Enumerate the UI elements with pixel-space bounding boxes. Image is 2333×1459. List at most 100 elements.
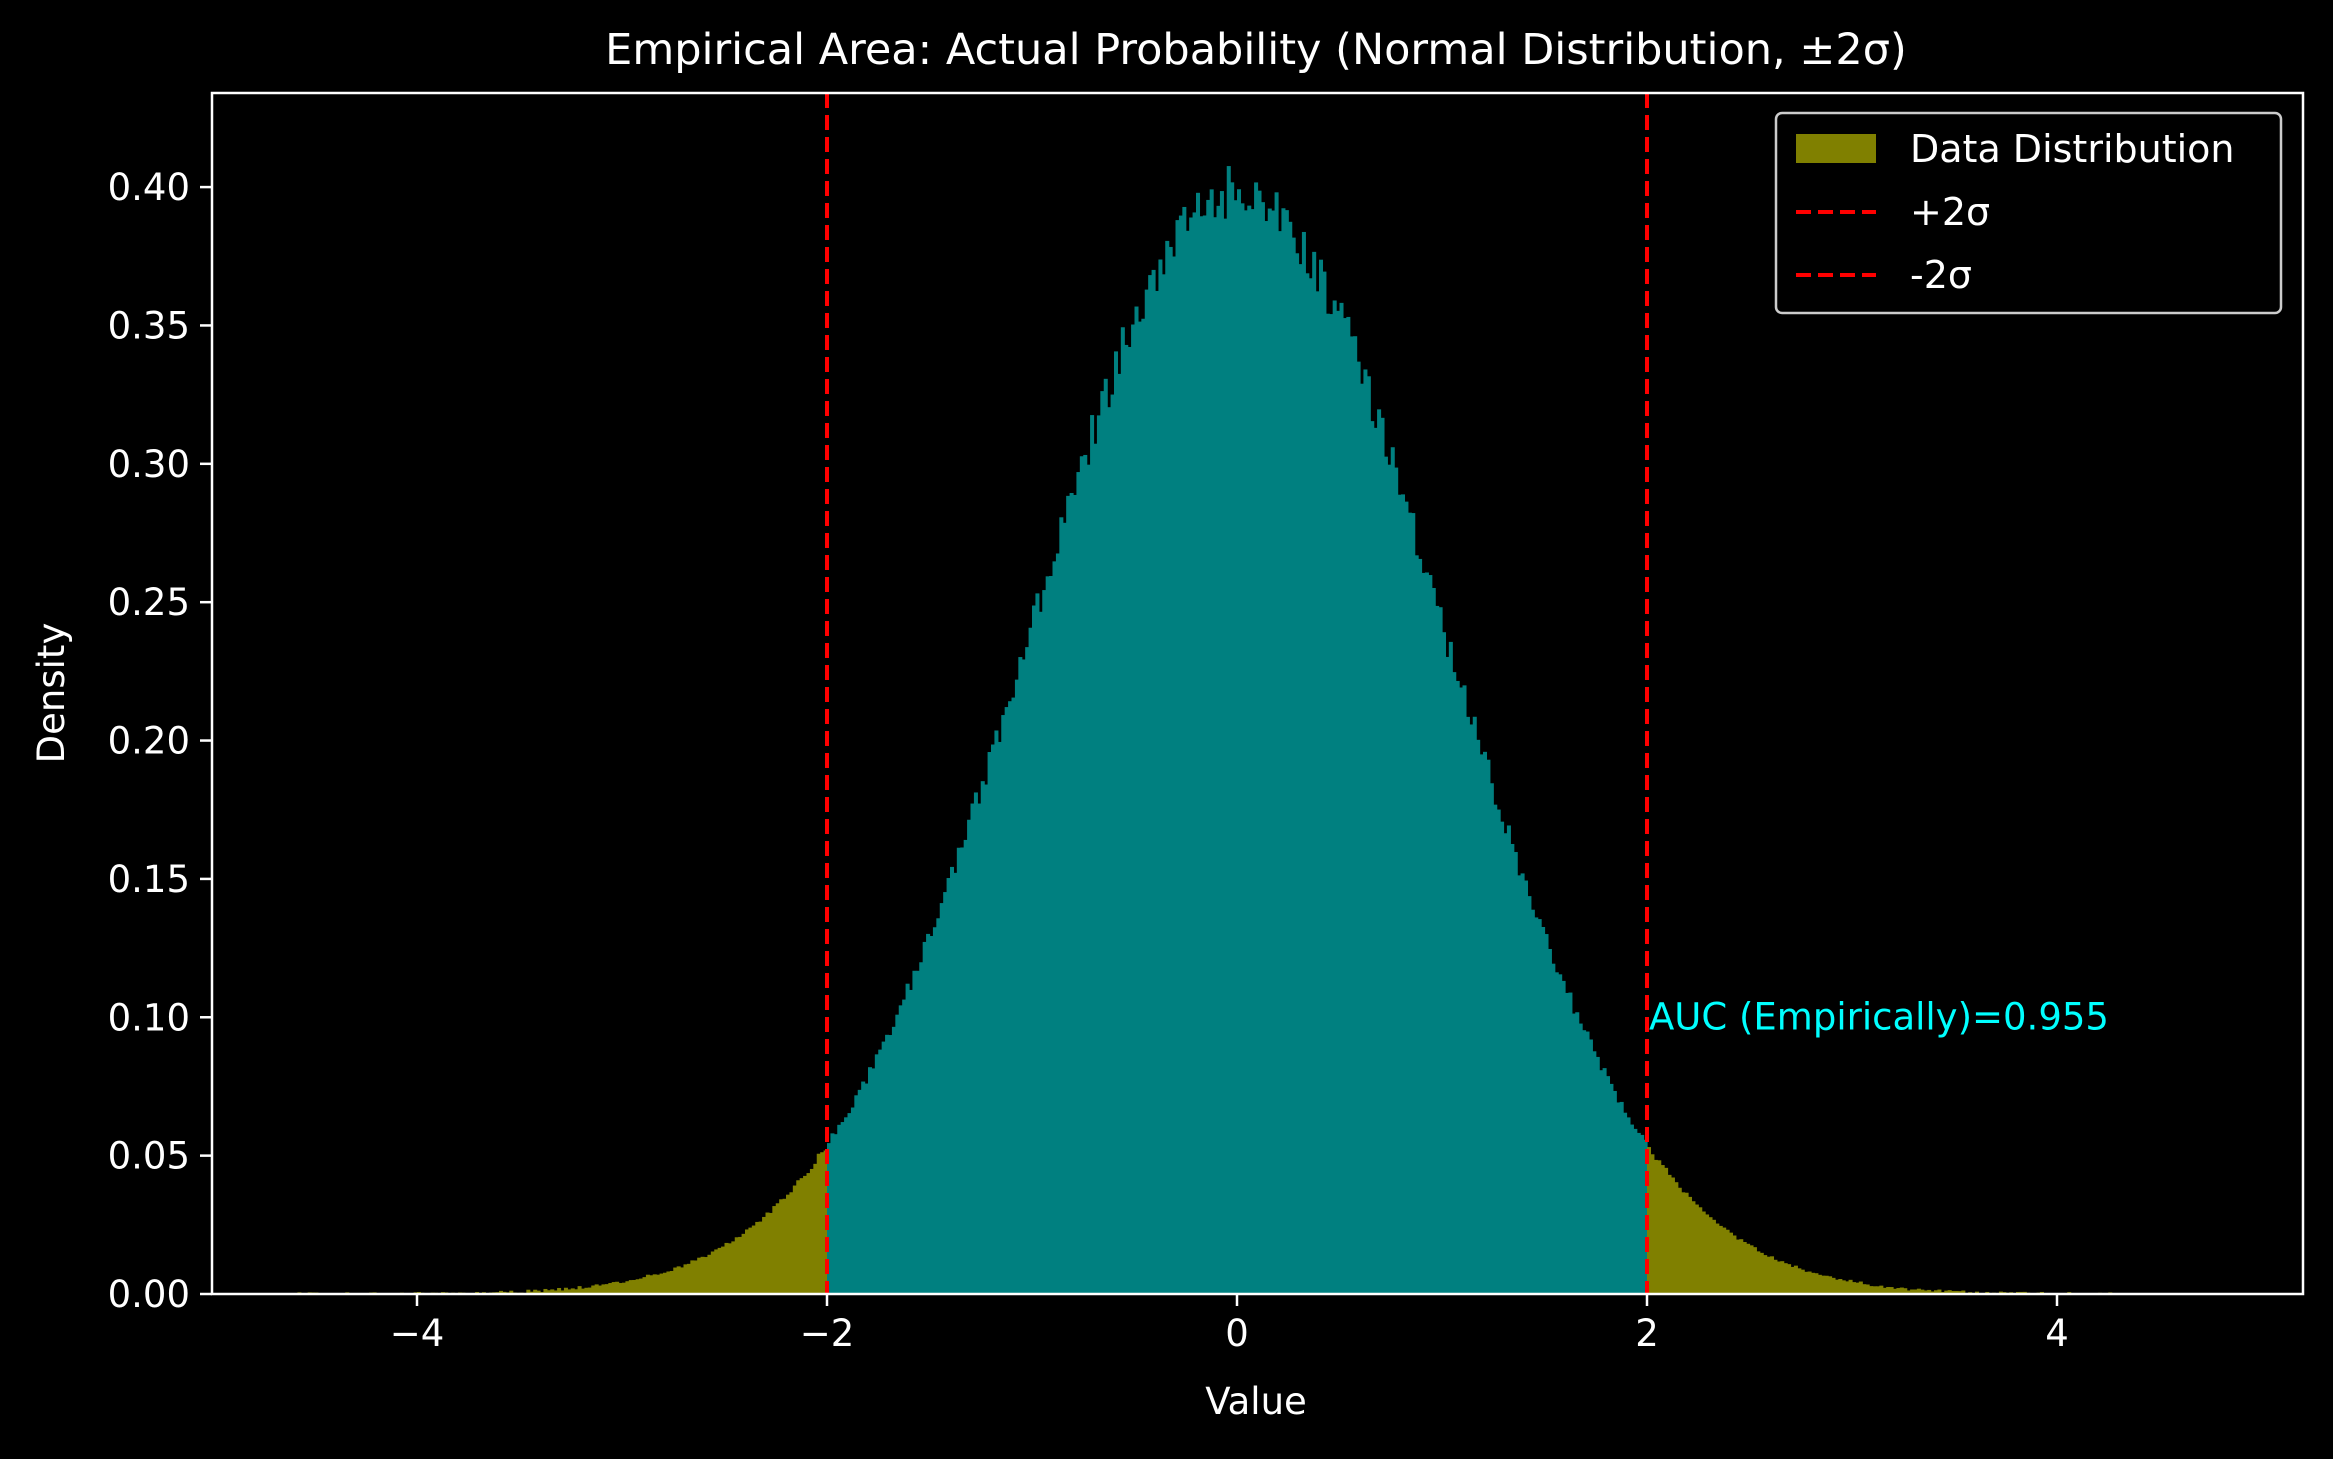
histogram-bar <box>1039 612 1043 1294</box>
histogram-bar <box>1305 273 1309 1294</box>
histogram-bar <box>1278 231 1282 1294</box>
x-tick-label: 0 <box>1225 1312 1249 1355</box>
histogram-bar <box>660 1274 664 1294</box>
histogram-bar <box>1121 327 1125 1294</box>
histogram-bar <box>766 1213 770 1294</box>
histogram-bar <box>694 1260 698 1294</box>
histogram-bar <box>1698 1207 1702 1294</box>
legend-swatch-data-distribution <box>1796 134 1876 163</box>
histogram-bar <box>1223 219 1227 1294</box>
histogram-bar <box>1695 1205 1699 1294</box>
histogram-bar <box>1268 209 1272 1294</box>
histogram-bar <box>1582 1030 1586 1294</box>
chart-title: Empirical Area: Actual Probability (Norm… <box>605 25 1907 75</box>
histogram-bar <box>1490 783 1494 1294</box>
histogram-bar <box>1832 1278 1836 1294</box>
histogram-bar <box>1350 336 1354 1294</box>
histogram-bar <box>714 1249 718 1294</box>
histogram-bar <box>1295 253 1299 1294</box>
histogram-bar <box>1381 418 1385 1294</box>
histogram-bar <box>1521 873 1525 1294</box>
histogram-bar <box>1176 220 1180 1294</box>
histogram-bar <box>629 1280 633 1294</box>
histogram-bar <box>834 1134 838 1294</box>
histogram-bar <box>906 984 910 1294</box>
histogram-bar <box>680 1267 684 1294</box>
histogram-bar <box>1756 1251 1760 1294</box>
histogram-bar <box>936 918 940 1294</box>
histogram-bar <box>1001 715 1005 1294</box>
histogram-bar <box>1326 314 1330 1294</box>
histogram-bar <box>1534 917 1538 1294</box>
histogram-bar <box>731 1241 735 1294</box>
histogram-bar <box>1162 274 1166 1294</box>
histogram-bar <box>1551 964 1555 1294</box>
histogram-bar <box>844 1117 848 1294</box>
histogram-bar <box>591 1285 595 1294</box>
histogram-bar <box>1418 559 1422 1294</box>
histogram-bar <box>1401 494 1405 1294</box>
histogram-bar <box>1094 444 1098 1294</box>
histogram-bar <box>1186 231 1190 1294</box>
histogram-bar <box>817 1154 821 1294</box>
histogram-bar <box>1387 465 1391 1294</box>
histogram-bar <box>916 971 920 1294</box>
y-tick-label: 0.30 <box>108 443 190 486</box>
histogram-bar <box>622 1283 626 1294</box>
histogram-bar <box>1135 307 1139 1294</box>
histogram-bar <box>919 962 923 1294</box>
histogram-bar <box>1524 881 1528 1294</box>
histogram-bar <box>1217 206 1221 1294</box>
histogram-bar <box>1247 206 1251 1294</box>
histogram-bar <box>967 820 971 1294</box>
histogram-bar <box>690 1260 694 1294</box>
histogram-bar <box>1449 642 1453 1294</box>
histogram-bar <box>1012 698 1016 1294</box>
histogram-bar <box>1709 1217 1713 1294</box>
histogram-bar <box>1411 513 1415 1294</box>
histogram-bar <box>1719 1226 1723 1294</box>
histogram-bar <box>1377 409 1381 1294</box>
histogram-bar <box>1746 1244 1750 1294</box>
histogram-bar <box>1811 1273 1815 1294</box>
histogram-bar <box>1131 325 1135 1294</box>
histogram-bar <box>704 1257 708 1294</box>
histogram-bar <box>721 1247 725 1294</box>
auc-annotation: AUC (Empirically)=0.955 <box>1649 995 2109 1038</box>
histogram-bar <box>1504 833 1508 1294</box>
histogram-bar <box>1862 1284 1866 1294</box>
histogram-bar <box>930 936 934 1294</box>
histogram-bar <box>1319 260 1323 1294</box>
histogram-bar <box>1565 993 1569 1294</box>
histogram-bar <box>1032 606 1036 1294</box>
histogram-bar <box>1821 1276 1825 1294</box>
histogram-bar <box>926 934 930 1294</box>
histogram-bar <box>762 1217 766 1294</box>
histogram-bar <box>639 1279 643 1294</box>
histogram-bar <box>1234 200 1238 1294</box>
histogram-bar <box>848 1113 852 1294</box>
histogram-bar <box>602 1284 606 1294</box>
histogram-bar <box>1623 1113 1627 1294</box>
histogram-bar <box>684 1264 688 1294</box>
histogram-bar <box>988 752 992 1294</box>
histogram-bar <box>1838 1279 1842 1294</box>
histogram-bar <box>643 1277 647 1294</box>
histogram-bar <box>1008 701 1012 1294</box>
histogram-bar <box>1879 1286 1883 1294</box>
histogram-bar <box>776 1203 780 1294</box>
histogram-bar <box>632 1280 636 1294</box>
histogram-bar <box>858 1090 862 1294</box>
x-axis-label: Value <box>1205 1380 1307 1423</box>
legend-label-plus-2sigma: +2σ <box>1910 190 1990 234</box>
histogram-bar <box>673 1268 677 1294</box>
y-tick-label: 0.20 <box>108 720 190 763</box>
histogram-bar <box>1196 193 1200 1294</box>
histogram-bar <box>1357 362 1361 1294</box>
histogram-bar <box>1760 1253 1764 1294</box>
histogram-bar <box>1206 200 1210 1294</box>
histogram-bar <box>1791 1267 1795 1294</box>
histogram-bar <box>1329 314 1333 1294</box>
histogram-bar <box>1070 493 1074 1294</box>
